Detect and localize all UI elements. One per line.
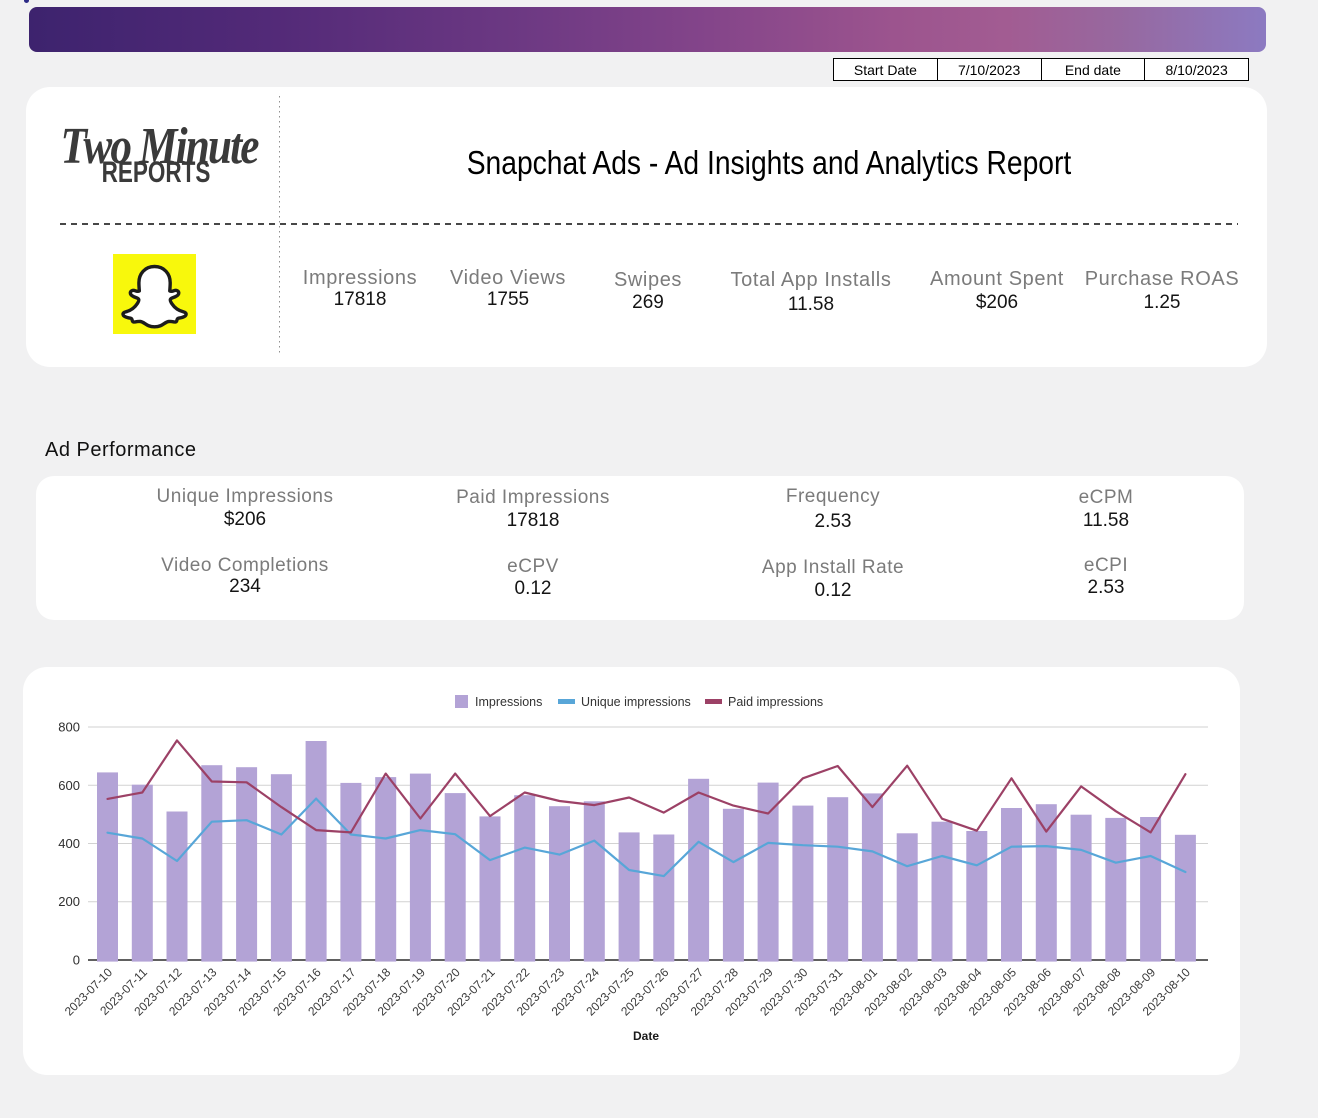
svg-text:800: 800 xyxy=(58,720,80,735)
svg-text:400: 400 xyxy=(58,836,80,851)
svg-text:0: 0 xyxy=(73,953,80,968)
svg-text:600: 600 xyxy=(58,778,80,793)
svg-text:200: 200 xyxy=(58,894,80,909)
svg-text:Date: Date xyxy=(633,1029,659,1043)
svg-text:Paid impressions: Paid impressions xyxy=(728,695,823,709)
svg-text:Unique impressions: Unique impressions xyxy=(581,695,691,709)
svg-text:Impressions: Impressions xyxy=(475,695,542,709)
